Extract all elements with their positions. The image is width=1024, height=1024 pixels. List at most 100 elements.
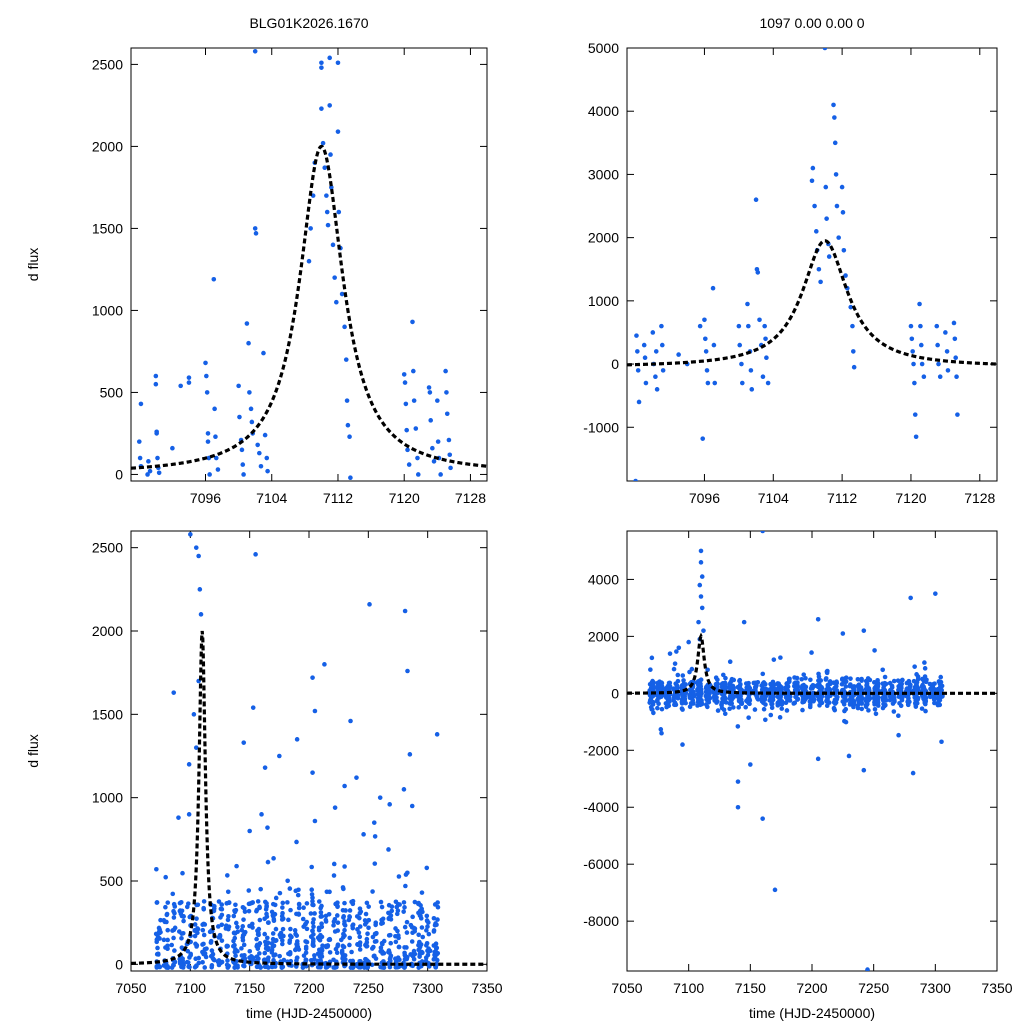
data-point [809, 178, 815, 184]
data-point [945, 368, 951, 373]
data-point [165, 927, 171, 933]
data-point [323, 913, 329, 919]
data-point [816, 266, 822, 272]
data-point [433, 941, 439, 946]
data-point [363, 942, 368, 948]
data-point [404, 945, 409, 950]
data-point [233, 902, 238, 908]
data-point [357, 910, 363, 916]
data-point [320, 140, 326, 146]
y-tick-label: 0 [115, 956, 123, 972]
data-point [154, 866, 159, 872]
data-point [737, 342, 743, 348]
data-point [914, 687, 920, 693]
data-point [410, 914, 415, 920]
data-point [812, 203, 817, 209]
data-point [205, 439, 211, 444]
data-point [162, 962, 168, 968]
data-point [663, 690, 668, 696]
data-point [334, 913, 340, 918]
data-point [933, 591, 938, 596]
data-point [254, 907, 260, 913]
data-point [292, 928, 298, 933]
data-point [658, 727, 664, 732]
data-point [760, 695, 766, 701]
data-point [430, 445, 435, 451]
data-point [882, 674, 888, 680]
data-point [699, 574, 705, 579]
data-point [208, 940, 214, 945]
data-point [285, 900, 290, 905]
data-point [643, 380, 649, 386]
data-point [280, 905, 285, 910]
data-point [420, 909, 425, 915]
data-point [636, 399, 642, 405]
data-point [164, 911, 170, 917]
data-point [296, 901, 302, 907]
data-point [795, 684, 801, 690]
data-point [952, 336, 958, 342]
data-point [261, 350, 266, 356]
data-point [312, 818, 318, 824]
data-point [795, 688, 801, 693]
data-point [434, 961, 439, 967]
data-point [761, 682, 767, 687]
data-point [323, 965, 329, 970]
data-point [715, 677, 720, 683]
y-tick-label: 2000 [588, 230, 619, 246]
data-point [403, 872, 409, 877]
data-point [365, 931, 370, 937]
data-point [843, 706, 849, 712]
data-point [858, 699, 864, 705]
data-point [778, 655, 783, 660]
data-point [935, 342, 940, 348]
data-point [938, 674, 944, 680]
data-point [250, 705, 256, 710]
data-point [887, 680, 893, 686]
data-point [401, 787, 407, 792]
data-point [424, 918, 430, 923]
data-point [764, 355, 769, 361]
data-point [719, 700, 725, 705]
data-point [213, 434, 218, 440]
data-point [287, 886, 293, 891]
y-tick-label: 0 [611, 685, 619, 701]
data-point [310, 928, 315, 934]
data-point [395, 928, 400, 934]
data-point [695, 695, 701, 701]
data-point [264, 901, 269, 906]
data-point [312, 953, 317, 958]
data-point [354, 775, 359, 780]
data-point [810, 165, 816, 171]
data-point [698, 560, 704, 565]
data-point [433, 946, 439, 951]
data-point [185, 948, 191, 954]
data-point [293, 888, 299, 894]
data-point [698, 548, 704, 554]
data-point [172, 948, 177, 953]
plot-frame [626, 47, 998, 482]
data-point [932, 687, 937, 692]
data-point [193, 745, 199, 750]
data-point [706, 693, 711, 699]
data-point [202, 965, 208, 970]
data-point [335, 60, 341, 66]
data-point [177, 900, 183, 906]
data-point [201, 932, 207, 938]
data-point [373, 920, 379, 926]
data-point [419, 959, 425, 964]
data-point [855, 676, 861, 682]
data-point [655, 705, 660, 711]
data-point [252, 48, 258, 54]
data-point [664, 685, 670, 691]
data-point [912, 380, 917, 386]
data-point [434, 732, 440, 737]
data-point [416, 932, 421, 938]
data-point [824, 699, 830, 704]
data-point [915, 697, 921, 702]
data-point [357, 934, 363, 940]
data-point [246, 908, 252, 914]
data-point [411, 398, 417, 403]
data-point [691, 701, 696, 706]
data-point [928, 686, 933, 692]
